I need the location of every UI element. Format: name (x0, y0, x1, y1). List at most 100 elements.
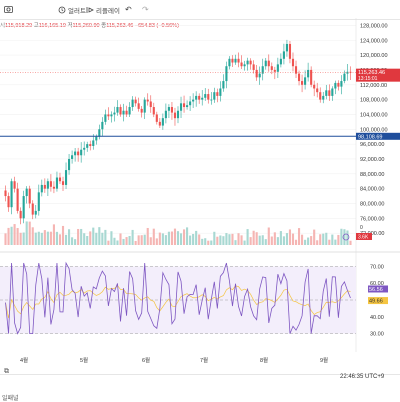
candle-body (119, 107, 122, 115)
panel-label[interactable]: 일패널 (2, 396, 19, 402)
candle-body (282, 51, 285, 59)
camera-icon (4, 6, 13, 13)
candle-body (34, 210, 37, 215)
volume-tag: 3.6K (358, 235, 369, 241)
volume-bar (231, 233, 234, 245)
price-tick-label: 124,000.00 (360, 38, 388, 44)
current-price-tag-bg (356, 68, 400, 82)
volume-bar (125, 237, 128, 245)
volume-bar (110, 231, 113, 245)
candle-body (192, 99, 195, 102)
volume-bar (161, 233, 164, 245)
volume-bar (179, 233, 183, 245)
volume-tag-bg (356, 233, 372, 240)
volume-bar (216, 236, 219, 245)
close-value: 115,263.46 (106, 23, 134, 29)
hline-tag: 98,108.69 (358, 134, 382, 140)
countdown-tag: 13:15:01 (358, 76, 378, 82)
volume-bar (152, 228, 155, 245)
volume-bar (89, 231, 92, 245)
ohlc-legend: 시115,918.29 고116,165.19 저115,260.90 종115… (0, 21, 179, 29)
candle-body (107, 114, 110, 117)
volume-bar (22, 232, 25, 245)
volume-bar (343, 229, 346, 245)
volume-bar (95, 232, 98, 245)
volume-zero-label: 0 (360, 225, 363, 231)
candle-body (195, 95, 198, 100)
candle-body (64, 170, 68, 185)
volume-bar (43, 230, 46, 245)
candle-body (325, 90, 328, 96)
candle-body (328, 90, 331, 96)
volume-bar (104, 229, 107, 245)
volume-bar (149, 237, 152, 245)
undo-button[interactable]: ↶ (125, 5, 132, 14)
replay-button[interactable]: 리플레이 (86, 5, 120, 15)
candle-body (267, 60, 270, 67)
candle-body (201, 97, 204, 100)
volume-bar (28, 221, 31, 245)
alert-button[interactable]: 얼러트 (58, 5, 86, 15)
redo-button[interactable]: ↷ (142, 5, 149, 14)
volume-bar (186, 227, 189, 245)
volume-bar (201, 238, 204, 245)
volume-bar (128, 236, 131, 245)
volume-bar (252, 230, 255, 245)
volume-bar (222, 236, 225, 245)
candle-body (322, 95, 325, 100)
volume-bar (37, 231, 40, 245)
candle-body (110, 114, 113, 117)
candle-body (116, 107, 119, 113)
candle-body (349, 71, 352, 73)
close-label: 종 (101, 23, 107, 29)
candle-body (240, 62, 243, 67)
rsi-ma-tag: 49.66 (369, 299, 383, 305)
candle-body (89, 144, 92, 146)
volume-bar (155, 238, 158, 245)
candle-body (258, 73, 261, 78)
volume-bar (31, 227, 34, 245)
change-value: −654.83 (−0.56%) (134, 23, 179, 29)
volume-bar (52, 224, 55, 245)
redo-icon: ↷ (142, 5, 149, 14)
time-axis-label: 4월 (20, 356, 28, 364)
candle-body (264, 60, 267, 67)
candle-body (167, 107, 170, 111)
volume-bar (334, 239, 337, 245)
candle-body (22, 196, 25, 219)
candle-body (31, 203, 34, 215)
price-tick-label: 88,000.00 (360, 172, 384, 178)
volume-bar (86, 235, 89, 245)
volume-bar (301, 234, 304, 245)
candle-body (16, 188, 19, 211)
volume-bar (304, 239, 307, 245)
volume-bar (98, 227, 101, 245)
volume-bar (264, 239, 267, 245)
volume-bar (40, 232, 43, 245)
volume-bar (167, 231, 170, 245)
candle-body (19, 210, 22, 219)
volume-bar (294, 239, 298, 245)
volume-bar (316, 240, 319, 245)
price-tick-label: 72,000.00 (360, 231, 384, 237)
chart-toolbar: 얼러트 리플레이 ↶ ↷ (0, 0, 400, 20)
candle-body (143, 99, 146, 113)
candle-body (204, 94, 207, 98)
candle-body (170, 107, 174, 113)
camera-button[interactable] (4, 5, 13, 13)
candle-body (28, 188, 31, 204)
volume-bar (313, 229, 316, 245)
volume-bar (13, 224, 16, 245)
volume-bar (137, 235, 140, 245)
candle-body (161, 118, 164, 126)
rsi-ma-tag-bg (368, 297, 388, 305)
rsi-tick-label: 70.00 (370, 264, 384, 270)
open-value: 115,918.29 (5, 23, 33, 29)
candle-body (7, 196, 10, 208)
volume-bar (204, 238, 207, 245)
volume-bar (267, 227, 270, 245)
volume-bar (113, 237, 116, 245)
range-icon[interactable]: ⧉ (4, 368, 9, 375)
volume-bar (64, 234, 68, 245)
